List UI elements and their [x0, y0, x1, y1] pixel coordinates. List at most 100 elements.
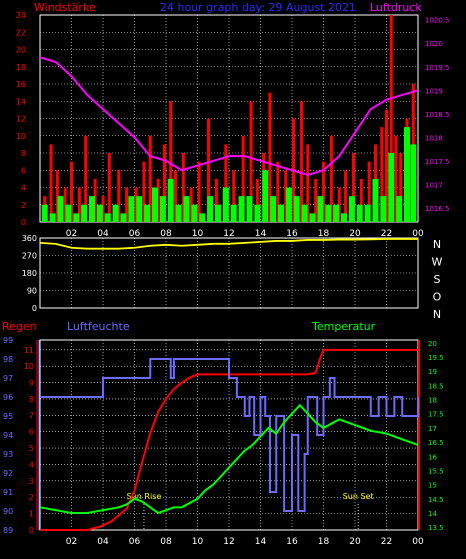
rain-y-tick-label: 2 [29, 493, 34, 502]
wind-gust-bar [173, 170, 177, 222]
wind-gust-bar [276, 161, 280, 222]
wind-x-tick-label: 14 [255, 229, 267, 239]
wind-y-tick-label: 12 [16, 115, 26, 124]
wind-avg-bar [277, 204, 284, 222]
wind-avg-bar [207, 196, 214, 222]
rain-y-tick-label: 11 [24, 346, 34, 355]
climate-x-tick-label: 18 [318, 537, 330, 547]
wind-avg-bar [340, 213, 347, 222]
temperature-y-tick-label: 14 [428, 510, 437, 518]
climate-x-tick-label: 02 [66, 537, 77, 547]
humidity-axis-title: Luftfeuchte [67, 320, 130, 333]
humidity-y-tick-label: 90 [3, 507, 13, 516]
compass-label: N [433, 238, 441, 251]
wind-gust-bar [367, 161, 371, 222]
wind-x-tick-label: 04 [97, 229, 109, 239]
wind-gust-bar [156, 178, 160, 222]
wind-avg-bar [293, 196, 300, 222]
wind-gust-bar [101, 196, 105, 222]
pressure-y-tick-label: 1020.5 [425, 17, 450, 25]
wind-avg-bar [309, 213, 316, 222]
wind-direction-line [39, 238, 418, 250]
wind-avg-bar [191, 204, 198, 222]
wind-avg-bar [199, 213, 206, 222]
sun-annotation: Sun Set [343, 492, 374, 501]
compass-label: S [434, 273, 441, 286]
wind-gust-bar [241, 135, 245, 222]
wind-gust-bar [351, 153, 355, 222]
direction-y-tick-label: 90 [27, 287, 37, 296]
wind-gust-bar [389, 15, 393, 222]
wind-y-tick-label: 16 [16, 80, 26, 89]
humidity-line [40, 358, 419, 512]
wind-gust-bar [329, 135, 333, 222]
climate-x-tick-label: 12 [223, 537, 234, 547]
rain-axis-title: Regen [2, 320, 37, 333]
wind-y-tick-label: 18 [16, 63, 26, 72]
wind-avg-bar [81, 204, 88, 222]
pressure-y-tick-label: 1019.5 [425, 64, 450, 72]
wind-gust-bar [125, 187, 129, 222]
wind-avg-bar [88, 196, 95, 222]
wind-avg-bar [49, 213, 56, 222]
wind-y-tick-label: 6 [21, 166, 26, 175]
wind-gust-bar [322, 161, 325, 222]
rain-y-tick-label: 10 [24, 362, 34, 371]
climate-x-tick-label: 00 [412, 537, 424, 547]
wind-gust-bar [63, 187, 67, 222]
rain-y-tick-label: 6 [29, 428, 34, 437]
direction-y-tick-label: 360 [22, 234, 37, 243]
wind-avg-bar [96, 204, 103, 222]
climate-x-tick-label: 20 [349, 537, 361, 547]
humidity-y-tick-label: 98 [3, 355, 13, 364]
wind-avg-bar [333, 204, 340, 222]
temperature-y-tick-label: 13.5 [428, 524, 444, 532]
humidity-y-tick-label: 94 [3, 431, 13, 440]
pressure-y-tick-label: 1017 [425, 181, 443, 189]
wind-x-tick-label: 00 [412, 229, 424, 239]
wind-avg-bar [372, 178, 379, 222]
temperature-y-tick-label: 19 [428, 368, 437, 376]
wind-avg-bar [41, 204, 48, 222]
wind-avg-bar [246, 196, 253, 222]
pressure-line [39, 56, 419, 176]
sun-annotation: Sun Rise [127, 492, 162, 501]
rain-line [40, 348, 418, 531]
direction-y-tick-label: 180 [22, 269, 37, 278]
rain-y-tick-label: 9 [29, 379, 34, 388]
wind-gust-bar [181, 153, 185, 222]
wind-avg-bar [380, 196, 387, 222]
rain-humidity-temperature-panel: 02 04 06 08 10 12 14 16 18 20 22 008990919293949596… [3, 336, 444, 547]
wind-avg-bar [175, 204, 182, 222]
wind-x-tick-label: 02 [66, 229, 77, 239]
rain-y-tick-label: 0 [29, 526, 34, 535]
wind-x-tick-label: 22 [381, 229, 392, 239]
rain-y-tick-label: 7 [29, 411, 34, 420]
wind-avg-bar [325, 204, 332, 222]
wind-x-tick-label: 18 [318, 229, 330, 239]
temperature-axis-title: Temperatur [311, 320, 376, 333]
rain-y-tick-label: 4 [29, 460, 34, 469]
wind-gust-bar [84, 135, 88, 222]
pressure-y-tick-label: 1018 [425, 134, 443, 142]
wind-y-tick-label: 8 [21, 149, 26, 158]
humidity-y-tick-label: 93 [3, 450, 13, 459]
wind-y-tick-label: 10 [16, 132, 26, 141]
wind-gust-bar [314, 178, 318, 222]
climate-x-tick-label: 10 [192, 537, 204, 547]
wind-avg-bar [403, 127, 410, 222]
pressure-axis-title: Luftdruck [370, 1, 422, 14]
wind-pressure-panel: 02 04 06 08 10 12 14 16 18 20 22 000246810121416182… [16, 11, 450, 239]
wind-avg-bar [120, 213, 127, 222]
wind-avg-bar [285, 187, 292, 222]
pressure-y-tick-label: 1019 [425, 87, 443, 95]
temperature-y-tick-label: 14.5 [428, 496, 444, 504]
humidity-y-tick-label: 95 [3, 412, 13, 421]
wind-x-tick-label: 16 [286, 229, 298, 239]
wind-gust-bar [197, 161, 201, 222]
temperature-y-tick-label: 16.5 [428, 439, 444, 447]
chart-title: 24 hour graph day: 29 August 2021 [160, 1, 356, 14]
